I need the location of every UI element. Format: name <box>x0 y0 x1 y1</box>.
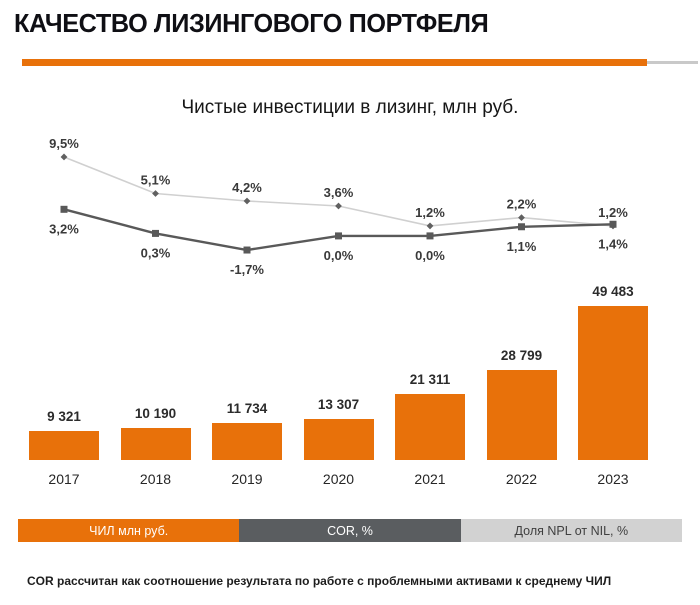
line-data-label: 1,1% <box>507 239 537 254</box>
x-axis-label-2019: 2019 <box>231 471 263 487</box>
bar-value-label: 49 483 <box>592 284 634 299</box>
page-title: КАЧЕСТВО ЛИЗИНГОВОГО ПОРТФЕЛЯ <box>14 8 489 38</box>
legend-item: Доля NPL от NIL, % <box>460 519 682 542</box>
line-data-label: 1,2% <box>415 205 445 220</box>
line-data-label: 0,0% <box>415 248 445 263</box>
line-data-label: 3,2% <box>49 221 79 236</box>
legend-item: COR, % <box>239 519 461 542</box>
diamond-marker <box>152 190 159 197</box>
square-marker <box>152 229 159 237</box>
chart-title: Чистые инвестиции в лизинг, млн руб. <box>181 97 519 118</box>
diamond-marker <box>243 197 251 205</box>
x-axis: 2017 2018 2019 2020 2021 2022 2023 <box>0 471 700 489</box>
bar-value-label: 10 190 <box>134 406 177 421</box>
bar-2023 <box>578 306 648 460</box>
x-axis-label-2020: 2020 <box>322 471 355 487</box>
line-data-label: 9,5% <box>49 136 79 151</box>
square-marker <box>426 232 434 240</box>
square-marker <box>60 205 68 213</box>
square-marker <box>243 246 251 254</box>
x-axis-label-2017: 2017 <box>48 471 80 487</box>
line-data-label: 2,2% <box>507 197 537 212</box>
line-data-label: 0,3% <box>141 245 171 260</box>
line-chart: 9,5% 5,1% 4,2% 3,6% 1,2% 2,2% 1,2% 3,2% 0,3% -1,7… <box>49 136 628 277</box>
x-axis-label-2023: 2023 <box>597 471 629 487</box>
bar-chart-area: 9 321 10 190 11 734 13 307 21 311 28 799 49 48… <box>0 280 700 460</box>
bar-value-label: 21 311 <box>409 372 451 387</box>
line-data-label: 5,1% <box>141 173 171 188</box>
bar-2017 <box>29 431 99 460</box>
line-data-label: 1,2% <box>598 205 628 220</box>
line-data-label: 4,2% <box>232 180 262 195</box>
bar-value-label: 28 799 <box>500 348 543 363</box>
diamond-marker <box>335 202 342 210</box>
x-axis-label-2022: 2022 <box>505 471 538 487</box>
legend-item: ЧИЛ млн руб. <box>18 519 240 542</box>
diamond-marker <box>426 222 434 230</box>
diamond-marker <box>60 153 68 161</box>
line-data-label: 3,6% <box>324 185 354 200</box>
line-data-label: 1,4% <box>598 236 628 251</box>
line-data-label: 0,0% <box>324 248 354 263</box>
chart-legend: ЧИЛ млн руб. COR, % Доля NPL от NIL, % <box>18 519 682 542</box>
bar-2022 <box>486 370 557 460</box>
square-marker <box>335 232 342 240</box>
bar-value-label: 9 321 <box>47 409 81 424</box>
x-axis-label-2021: 2021 <box>414 471 446 487</box>
square-marker <box>518 223 525 231</box>
footnote: COR рассчитан как соотношение результата… <box>27 574 612 588</box>
diamond-marker <box>518 214 525 222</box>
divider-gray-line <box>647 61 698 64</box>
bar-value-label: 11 734 <box>226 401 268 416</box>
bar-2020 <box>303 419 374 460</box>
square-marker <box>609 220 617 228</box>
bar-2018 <box>120 428 191 460</box>
divider-accent-bar <box>22 59 647 66</box>
bar-value-label: 13 307 <box>317 397 360 412</box>
bar-2021 <box>395 394 465 460</box>
bar-2019 <box>212 423 282 460</box>
x-axis-label-2018: 2018 <box>139 471 172 487</box>
line-data-label: -1,7% <box>230 262 264 277</box>
